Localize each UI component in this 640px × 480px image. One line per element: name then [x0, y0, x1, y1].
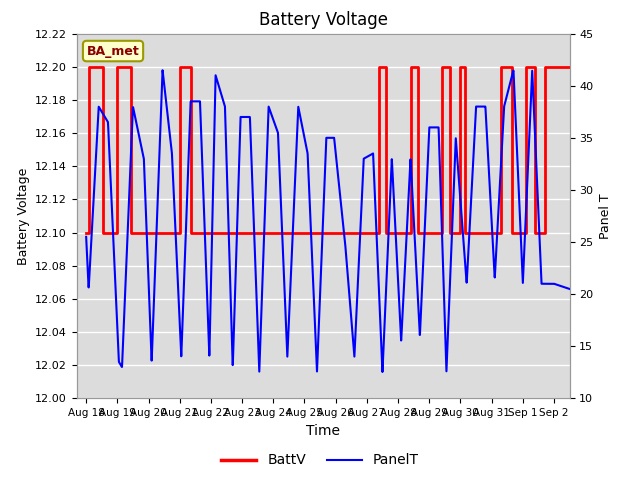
- BattV: [484, 230, 492, 236]
- BattV: [445, 230, 453, 236]
- BattV: [426, 230, 433, 236]
- BattV: [213, 230, 221, 236]
- BattV: [341, 230, 349, 236]
- PanelT: [566, 286, 573, 292]
- Title: Battery Voltage: Battery Voltage: [259, 11, 388, 29]
- BattV: [497, 64, 505, 70]
- Line: BattV: BattV: [86, 67, 570, 233]
- X-axis label: Time: Time: [306, 424, 340, 438]
- BattV: [127, 230, 135, 236]
- BattV: [187, 230, 195, 236]
- BattV: [269, 230, 277, 236]
- PanelT: [379, 369, 387, 375]
- Text: BA_met: BA_met: [86, 45, 140, 58]
- BattV: [415, 230, 422, 236]
- BattV: [285, 230, 292, 236]
- BattV: [388, 230, 396, 236]
- PanelT: [138, 144, 145, 149]
- BattV: [301, 230, 308, 236]
- Legend: BattV, PanelT: BattV, PanelT: [216, 448, 424, 473]
- PanelT: [159, 67, 166, 73]
- BattV: [550, 64, 558, 70]
- BattV: [85, 64, 93, 70]
- BattV: [263, 230, 271, 236]
- PanelT: [268, 112, 276, 118]
- BattV: [319, 230, 327, 236]
- BattV: [531, 230, 539, 236]
- BattV: [348, 230, 355, 236]
- BattV: [223, 230, 230, 236]
- BattV: [310, 230, 317, 236]
- BattV: [522, 64, 530, 70]
- PanelT: [83, 234, 90, 240]
- BattV: [113, 64, 121, 70]
- BattV: [176, 64, 184, 70]
- BattV: [145, 230, 152, 236]
- BattV: [508, 230, 516, 236]
- PanelT: [557, 283, 564, 289]
- PanelT: [504, 87, 512, 93]
- BattV: [160, 230, 168, 236]
- BattV: [83, 230, 90, 236]
- BattV: [332, 230, 339, 236]
- BattV: [406, 64, 414, 70]
- BattV: [456, 64, 464, 70]
- BattV: [294, 230, 302, 236]
- PanelT: [289, 232, 296, 238]
- BattV: [151, 230, 159, 236]
- BattV: [566, 64, 573, 70]
- PanelT: [166, 135, 174, 141]
- BattV: [201, 230, 209, 236]
- BattV: [99, 230, 107, 236]
- BattV: [238, 230, 246, 236]
- BattV: [381, 230, 389, 236]
- BattV: [254, 230, 262, 236]
- Y-axis label: Panel T: Panel T: [599, 193, 612, 239]
- BattV: [438, 64, 445, 70]
- Y-axis label: Battery Voltage: Battery Voltage: [17, 168, 29, 264]
- BattV: [541, 64, 548, 70]
- BattV: [104, 230, 112, 236]
- BattV: [461, 230, 469, 236]
- BattV: [279, 230, 287, 236]
- Line: PanelT: PanelT: [86, 70, 570, 372]
- BattV: [248, 230, 255, 236]
- BattV: [376, 64, 383, 70]
